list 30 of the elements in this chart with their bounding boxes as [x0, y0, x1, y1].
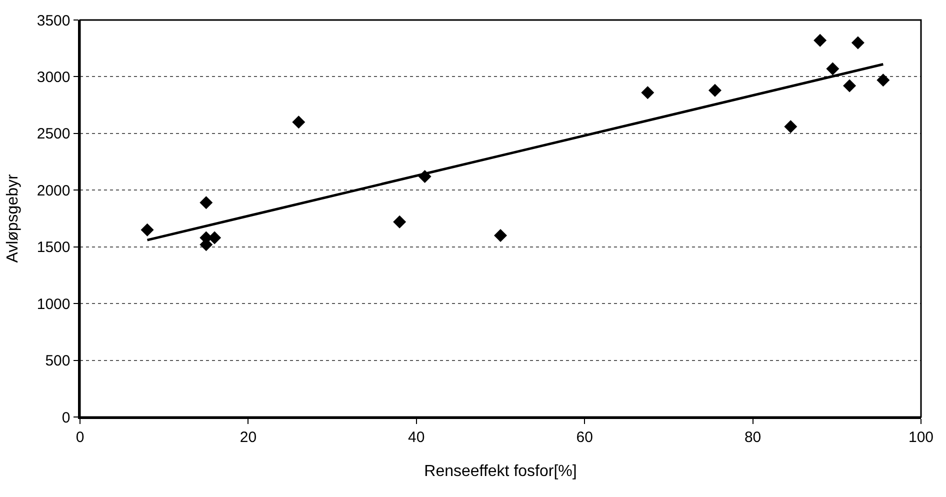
x-tick-label: 20: [240, 428, 257, 446]
y-tick-label: 1500: [36, 239, 70, 256]
point: [292, 116, 306, 129]
point: [708, 84, 722, 97]
y-axis-title: Avløpsgebyr: [4, 174, 22, 263]
y-tick-label: 3500: [36, 12, 70, 30]
point: [784, 120, 798, 134]
point: [200, 196, 213, 210]
point: [851, 36, 864, 50]
y-tick-label: 3000: [36, 68, 70, 86]
point: [641, 86, 654, 100]
point: [140, 223, 154, 236]
y-tick-label: 500: [45, 352, 70, 370]
x-tick-label: 60: [576, 428, 593, 446]
y-tick-label: 1000: [36, 296, 70, 313]
point: [843, 79, 856, 92]
point: [826, 62, 840, 76]
x-tick-label: 40: [408, 428, 425, 446]
x-tick-label: 100: [908, 428, 934, 446]
x-axis-title: Renseeffekt fosfor[%]: [424, 462, 577, 480]
y-tick-label: 0: [62, 409, 70, 426]
x-tick-label: 0: [76, 428, 84, 446]
y-tick-label: 2000: [36, 182, 70, 200]
point: [814, 34, 827, 47]
point: [876, 74, 890, 87]
x-tick-label: 80: [744, 428, 762, 446]
point: [393, 215, 406, 228]
y-tick-label: 2500: [36, 126, 70, 143]
point: [494, 229, 507, 242]
point: [208, 231, 222, 244]
